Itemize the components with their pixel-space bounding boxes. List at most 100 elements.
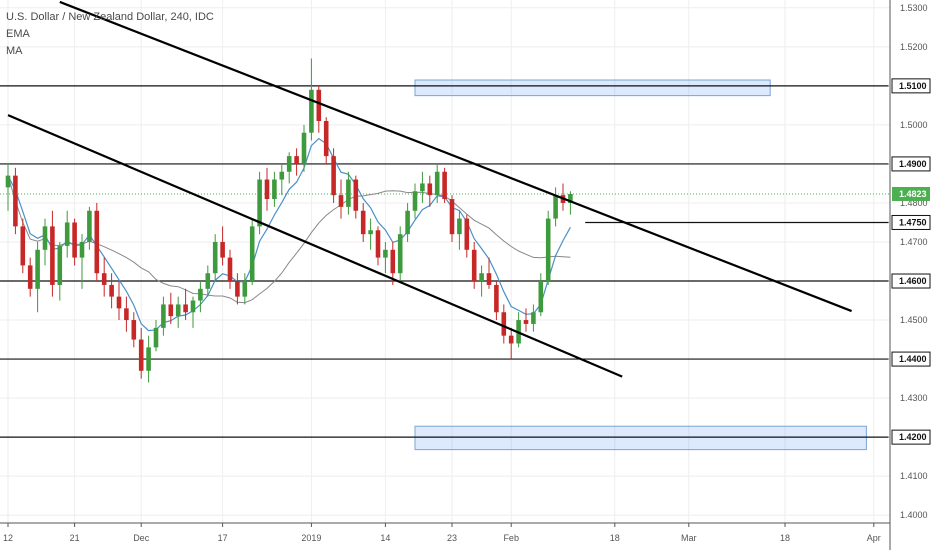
x-tick-label-1: 21 — [70, 533, 80, 543]
candle-body-45 — [338, 195, 344, 207]
y-tick-label-7: 1.4100 — [900, 471, 928, 481]
candle-body-12 — [94, 210, 100, 274]
candle-body-0 — [5, 175, 11, 188]
y-tick-labels: 1.5300 1.5200 1.5000 1.4800 1.4700 1.4500 1.43… — [900, 3, 928, 520]
candle-body-62 — [464, 218, 470, 250]
candle-body-55 — [412, 191, 418, 211]
candle-body-63 — [471, 249, 477, 282]
candle-body-1 — [13, 175, 18, 227]
candle-body-9 — [72, 222, 77, 258]
legend-ema-label: EMA — [6, 28, 31, 40]
candle-body-51 — [383, 249, 388, 258]
candle-body-58 — [434, 171, 440, 196]
candle-body-47 — [353, 179, 359, 211]
candle-body-56 — [420, 183, 425, 192]
candle-body-5 — [42, 226, 48, 250]
y-tick-label-2: 1.5000 — [900, 120, 928, 130]
candle-body-8 — [64, 222, 70, 246]
x-tick-label-9: Mar — [681, 533, 697, 543]
candle-body-65 — [486, 273, 492, 285]
candle-body-23 — [175, 304, 181, 317]
candle-body-17 — [131, 320, 137, 340]
level-label-0: 1.5100 — [899, 81, 927, 91]
candle-body-19 — [146, 347, 151, 371]
candle-body-22 — [168, 304, 174, 317]
candle-body-48 — [360, 210, 366, 235]
x-tick-label-2: Dec — [133, 533, 150, 543]
candle-body-11 — [87, 210, 92, 242]
x-tick-label-8: 18 — [610, 533, 620, 543]
y-tick-label-3: 1.4800 — [900, 198, 928, 208]
candle-body-42 — [316, 89, 322, 121]
candle-body-28 — [212, 241, 218, 274]
ma-layer — [7, 175, 571, 304]
x-tick-label-5: 14 — [380, 533, 390, 543]
candle-body-21 — [161, 304, 166, 328]
level-label-2: 1.4600 — [899, 276, 927, 286]
x-tick-label-7: Feb — [503, 533, 519, 543]
level-label-box-5 — [891, 214, 931, 230]
y-tick-label-8: 1.4000 — [900, 510, 928, 520]
chart-title: U.S. Dollar / New Zealand Dollar, 240, I… — [6, 11, 214, 23]
zone-1 — [414, 425, 867, 451]
candle-body-13 — [101, 273, 107, 285]
candle-body-44 — [331, 156, 336, 196]
candle-body-30 — [227, 257, 233, 282]
candle-body-15 — [116, 296, 122, 309]
y-tick-label-1: 1.5200 — [900, 42, 928, 52]
candle-body-64 — [479, 273, 484, 282]
zone-0 — [414, 79, 771, 97]
candle-body-26 — [198, 288, 203, 301]
x-tick-label-10: 18 — [780, 533, 790, 543]
candle-body-14 — [109, 284, 114, 297]
zones-layer — [414, 79, 867, 451]
candle-body-29 — [220, 241, 225, 258]
level-label-4: 1.4200 — [899, 432, 927, 442]
candle-body-76 — [568, 193, 573, 203]
candle-body-49 — [368, 230, 373, 235]
candle-body-43 — [323, 120, 329, 157]
candle-body-35 — [264, 179, 270, 200]
candle-body-32 — [242, 281, 248, 297]
candle-body-53 — [397, 234, 403, 274]
candle-body-27 — [205, 273, 211, 289]
candle-body-71 — [531, 312, 536, 324]
x-tick-label-3: 17 — [218, 533, 228, 543]
candle-body-34 — [257, 179, 262, 227]
level-label-box-4 — [891, 429, 931, 445]
ema-line — [7, 137, 571, 332]
level-label-1: 1.4900 — [899, 159, 927, 169]
level-label-box-2 — [891, 273, 931, 289]
candle-body-4 — [35, 249, 40, 289]
axis-layer — [0, 0, 891, 550]
candle-body-38 — [286, 156, 292, 172]
candle-body-67 — [501, 312, 507, 336]
level-label-3: 1.4400 — [899, 354, 927, 364]
current-price-box — [892, 186, 930, 201]
candles-layer — [5, 58, 573, 383]
candle-body-50 — [375, 230, 381, 258]
candle-body-33 — [249, 226, 255, 282]
ma-line — [7, 175, 571, 304]
candle-body-73 — [545, 218, 551, 282]
candle-body-31 — [235, 281, 240, 297]
candle-body-10 — [79, 241, 85, 258]
candle-body-37 — [279, 171, 285, 180]
candle-body-59 — [442, 171, 447, 200]
y-tick-label-0: 1.5300 — [900, 3, 928, 13]
candle-body-24 — [183, 304, 188, 313]
candle-body-40 — [301, 132, 307, 164]
trendline-0 — [59, 0, 853, 313]
y-tick-label-4: 1.4700 — [900, 237, 928, 247]
trendlines-layer — [7, 0, 853, 378]
candle-body-41 — [309, 89, 314, 133]
level-label-box-1 — [891, 156, 931, 172]
candle-body-25 — [190, 300, 196, 313]
candle-body-70 — [523, 320, 529, 324]
candle-body-39 — [294, 156, 299, 164]
candle-body-68 — [508, 335, 514, 344]
level-label-box-3 — [891, 351, 931, 367]
candle-body-60 — [449, 199, 455, 235]
x-tick-label-11: Apr — [867, 533, 881, 543]
